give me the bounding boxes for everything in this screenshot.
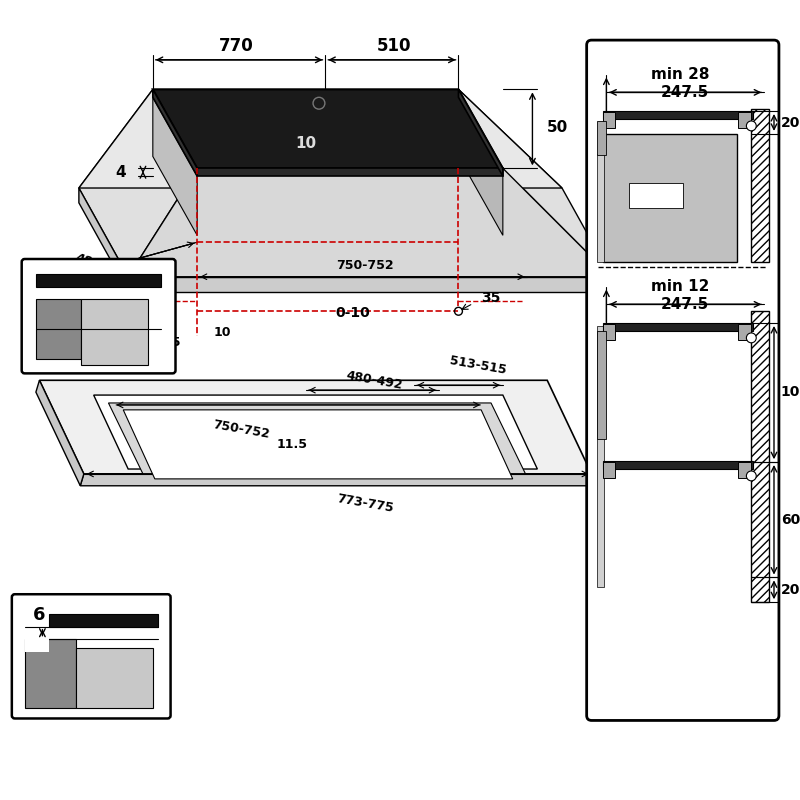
Text: 15: 15 — [164, 336, 182, 350]
Bar — [597, 121, 606, 155]
FancyBboxPatch shape — [12, 594, 170, 718]
Polygon shape — [36, 380, 84, 486]
Polygon shape — [197, 168, 503, 176]
FancyBboxPatch shape — [22, 259, 175, 374]
Bar — [597, 154, 605, 262]
Bar — [37, 299, 81, 358]
Text: 10: 10 — [295, 136, 316, 151]
Polygon shape — [109, 403, 526, 474]
Bar — [25, 638, 76, 708]
Bar — [25, 633, 50, 653]
Bar — [76, 649, 153, 708]
Polygon shape — [123, 410, 513, 479]
Circle shape — [746, 333, 756, 343]
Polygon shape — [94, 395, 538, 469]
Bar — [738, 112, 751, 128]
Text: 6: 6 — [33, 606, 45, 624]
Polygon shape — [458, 98, 503, 235]
Bar — [603, 323, 754, 331]
Bar — [37, 274, 161, 286]
Polygon shape — [79, 188, 128, 291]
Bar — [81, 299, 148, 366]
Polygon shape — [153, 98, 197, 235]
Text: 750-752: 750-752 — [336, 259, 394, 272]
Polygon shape — [79, 90, 197, 277]
Bar — [603, 134, 737, 262]
Text: 247.5: 247.5 — [661, 297, 710, 312]
Polygon shape — [39, 380, 591, 474]
Bar — [597, 326, 605, 587]
Polygon shape — [153, 90, 503, 168]
Text: 773-775: 773-775 — [335, 492, 394, 515]
Text: 247.5: 247.5 — [661, 85, 710, 100]
Bar — [629, 183, 683, 208]
Bar — [751, 109, 769, 262]
Text: 100: 100 — [626, 285, 655, 298]
Bar — [738, 462, 751, 478]
Text: 35: 35 — [481, 291, 501, 306]
Text: 20: 20 — [781, 116, 800, 130]
Circle shape — [746, 471, 756, 481]
Circle shape — [746, 121, 756, 131]
Bar — [603, 111, 754, 119]
Text: 770: 770 — [219, 37, 254, 55]
Polygon shape — [458, 90, 503, 176]
Polygon shape — [153, 90, 197, 176]
Bar — [603, 462, 615, 478]
Bar — [603, 324, 615, 340]
Text: min 12: min 12 — [651, 279, 710, 294]
Bar — [738, 324, 751, 340]
Polygon shape — [458, 90, 611, 277]
Polygon shape — [128, 168, 611, 277]
Text: 513-515: 513-515 — [449, 354, 507, 377]
Text: 20: 20 — [781, 583, 800, 598]
FancyBboxPatch shape — [586, 40, 779, 721]
Polygon shape — [80, 474, 595, 486]
Bar — [751, 311, 769, 602]
Bar — [603, 112, 615, 128]
Bar — [603, 461, 754, 469]
Text: 50: 50 — [547, 120, 569, 135]
Bar — [597, 331, 606, 439]
Text: 510: 510 — [377, 37, 412, 55]
Text: 10: 10 — [781, 385, 800, 399]
Text: 4: 4 — [115, 165, 126, 180]
Text: 10: 10 — [213, 326, 230, 339]
Polygon shape — [128, 277, 611, 291]
Text: 0-10: 0-10 — [335, 306, 370, 320]
Text: 480-492: 480-492 — [345, 369, 404, 392]
Text: 60: 60 — [781, 514, 800, 527]
Text: 750-752: 750-752 — [212, 418, 271, 441]
Bar — [50, 614, 158, 626]
Text: 480-492: 480-492 — [74, 252, 133, 282]
Text: 11.5: 11.5 — [276, 438, 307, 451]
Polygon shape — [153, 98, 458, 157]
Polygon shape — [79, 90, 562, 188]
Text: min 28: min 28 — [651, 67, 710, 82]
